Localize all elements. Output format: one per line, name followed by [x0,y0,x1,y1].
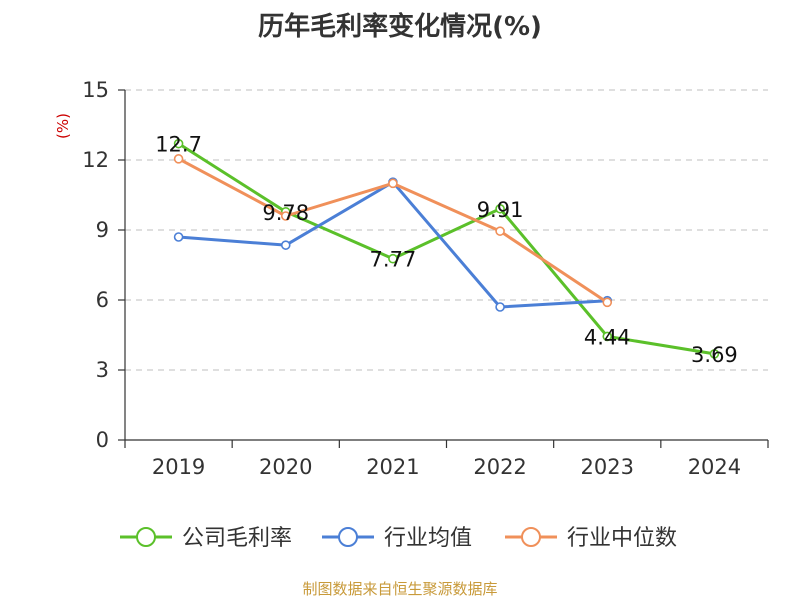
data-point [280,240,291,250]
data-point [602,331,613,342]
data-point [495,302,505,312]
data-point [709,349,720,359]
data-label: 9.91 [477,198,524,222]
data-label: 7.77 [370,248,417,272]
source-note: 制图数据来自恒生聚源数据库 [302,580,498,598]
data-point [388,253,398,264]
legend-marker [521,527,541,547]
data-point [602,297,613,308]
y-tick-label: 15 [82,78,109,102]
data-label: 9.78 [262,201,309,225]
data-point [173,232,184,242]
data-point [173,138,184,149]
legend-label: 行业均值 [384,526,472,551]
legend: 公司毛利率 行业均值 行业中位数 [120,526,677,551]
x-tick-label: 2019 [152,455,205,479]
data-point [280,211,291,221]
data-point [495,203,505,214]
chart-title: 历年毛利率变化情况(%) [258,12,542,42]
y-tick-label: 6 [96,288,109,312]
series-line [178,180,608,309]
data-label: 3.69 [691,343,738,367]
legend-marker [338,527,358,547]
legend-label: 公司毛利率 [182,526,292,551]
data-point [388,178,398,189]
y-axis-label: (%) [54,113,72,139]
y-tick-label: 0 [96,428,109,452]
legend-label: 行业中位数 [567,526,677,551]
y-tick-label: 3 [96,358,109,382]
legend-marker [136,527,156,547]
y-tick-label: 12 [82,148,109,172]
x-tick-label: 2020 [259,455,312,479]
series-line [177,142,715,356]
data-label: 4.44 [584,325,631,349]
series-group [173,138,720,359]
y-tick-label: 9 [96,218,109,242]
x-tick-label: 2021 [366,455,419,479]
data-point [173,154,184,164]
x-tick-label: 2023 [581,455,634,479]
data-label: 12.7 [155,133,202,157]
x-tick-label: 2022 [473,455,526,479]
data-labels: 12.7 9.78 7.77 9.91 4.44 3.69 [155,133,738,367]
x-tick-label: 2024 [688,455,741,479]
data-point [495,226,505,236]
axes: 0 3 6 9 12 15 (%) 2019 2020 2021 2022 2023 2024 [54,78,769,479]
grid-lines [125,89,768,371]
